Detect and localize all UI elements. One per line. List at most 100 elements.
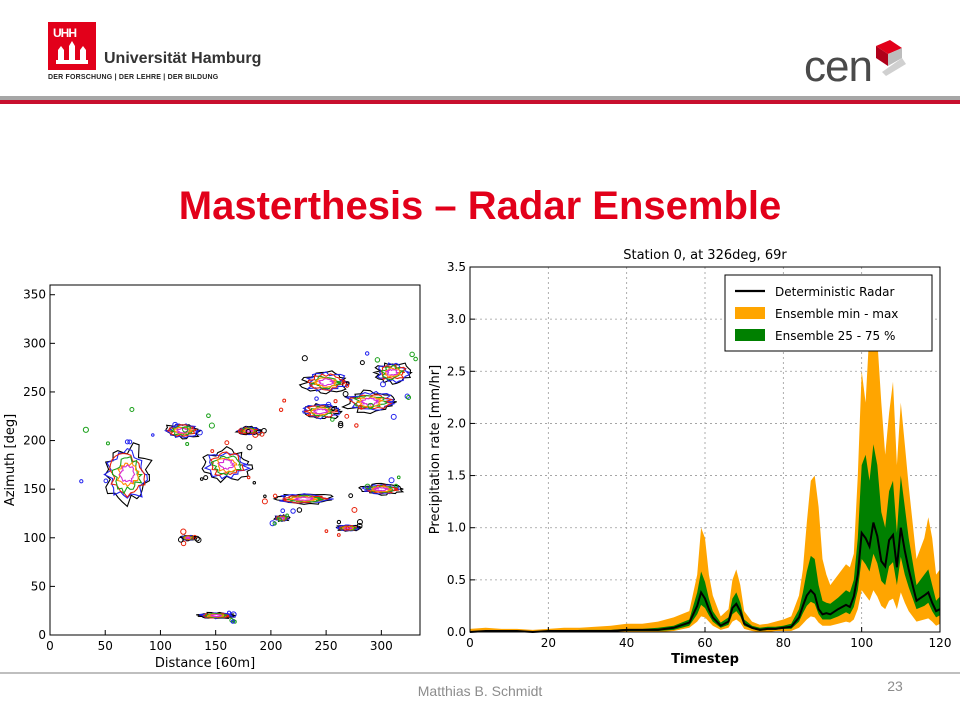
y-tick-label: 0	[38, 628, 46, 642]
contour-line	[218, 458, 235, 470]
speckle	[342, 391, 349, 397]
speckle	[272, 493, 278, 499]
university-name: Universität Hamburg	[104, 50, 262, 67]
speckle	[282, 398, 287, 403]
page-number: 23	[887, 678, 903, 694]
y-tick-label: 50	[31, 579, 46, 593]
y-tick-label: 1.5	[447, 469, 466, 483]
x-axis-label: Timestep	[671, 652, 739, 667]
plot-frame	[49, 284, 421, 636]
footer-rule	[0, 672, 960, 674]
speckle	[396, 475, 401, 480]
speckle	[301, 355, 308, 362]
contour-line	[372, 362, 413, 385]
y-tick-label: 1.0	[447, 521, 466, 535]
x-tick-label: 300	[370, 639, 393, 653]
legend-swatch	[735, 307, 765, 319]
speckle	[194, 535, 200, 542]
speckle	[336, 533, 341, 537]
cen-cube-icon	[876, 40, 906, 76]
speckle	[394, 483, 399, 488]
speckle	[237, 428, 244, 434]
speckle	[79, 479, 84, 484]
speckle	[351, 506, 358, 513]
x-tick-label: 150	[204, 639, 227, 653]
contour-line	[342, 526, 355, 530]
radar-echo	[372, 362, 413, 385]
speckle	[180, 540, 187, 547]
speckle	[199, 477, 204, 481]
contour-line	[318, 378, 336, 387]
contour-line	[368, 484, 394, 493]
speckle	[336, 519, 342, 525]
speckle	[185, 441, 190, 446]
speckle	[129, 406, 135, 412]
y-tick-label: 0.0	[447, 625, 466, 639]
speckle	[406, 394, 412, 400]
contour-line	[201, 446, 254, 484]
y-tick-label: 3.0	[447, 312, 466, 326]
ensemble-25-75-band	[470, 444, 940, 632]
header-rule	[0, 96, 960, 100]
y-tick-label: 350	[23, 288, 46, 302]
speckle	[314, 396, 319, 401]
y-axis-label: Azimuth [deg]	[3, 414, 18, 506]
speckle	[210, 449, 215, 454]
speckle	[203, 475, 209, 481]
contour-line	[298, 370, 350, 395]
speckle	[261, 498, 268, 505]
contour-line	[312, 408, 329, 415]
cen-logo-text: cen	[804, 42, 873, 91]
radar-contour-map: 0 50 100 150 200 250 300 0 50 100 150 200 250 300 350 D…	[3, 284, 421, 671]
speckle	[172, 421, 178, 428]
radar-echo	[201, 446, 254, 484]
contour-line	[288, 495, 318, 503]
radar-echo	[196, 611, 237, 620]
speckle	[344, 413, 350, 419]
contour-line	[356, 396, 384, 408]
legend-label: Ensemble min - max	[775, 307, 898, 321]
speckle	[333, 399, 338, 404]
contour-line	[103, 447, 148, 499]
contour-line	[304, 405, 338, 418]
slide-title: Masterthesis – Radar Ensemble	[178, 184, 782, 228]
speckle	[388, 477, 395, 484]
speckle	[364, 351, 370, 356]
speckle	[263, 494, 267, 499]
x-tick-label: 50	[98, 639, 113, 653]
radar-echo	[298, 370, 350, 395]
speckle	[338, 420, 344, 426]
speckle	[348, 493, 354, 499]
speckle	[232, 619, 237, 624]
contour-line	[210, 613, 222, 618]
speckles	[79, 351, 418, 624]
deterministic-radar-line	[469, 522, 941, 634]
contour-line	[307, 373, 347, 391]
speckle	[259, 431, 265, 437]
contour-line	[111, 455, 144, 495]
legend-swatch	[735, 329, 765, 341]
y-tick-label: 300	[23, 336, 46, 350]
speckle	[127, 439, 133, 445]
speckle	[325, 401, 332, 408]
y-tick-label: 250	[23, 385, 46, 399]
y-tick-label: 2.5	[447, 364, 466, 378]
x-tick-label: 250	[315, 639, 338, 653]
speckle	[278, 407, 284, 412]
y-tick-label: 150	[23, 482, 46, 496]
speckle	[374, 357, 381, 363]
plot-area	[50, 285, 420, 635]
x-tick-label: 80	[776, 636, 791, 650]
university-motto: DER FORSCHUNG | DER LEHRE | DER BILDUNG	[48, 74, 219, 81]
speckle	[390, 413, 397, 420]
speckle	[269, 520, 276, 527]
y-axis-label: Precipitation rate [mm/hr]	[428, 365, 443, 534]
x-tick-label: 0	[466, 636, 474, 650]
uhh-emblem-text: UHH	[53, 26, 77, 40]
speckle	[105, 441, 110, 446]
radar-echo	[272, 493, 334, 505]
speckle	[206, 413, 211, 419]
speckle	[245, 429, 251, 435]
speckle	[82, 426, 89, 433]
